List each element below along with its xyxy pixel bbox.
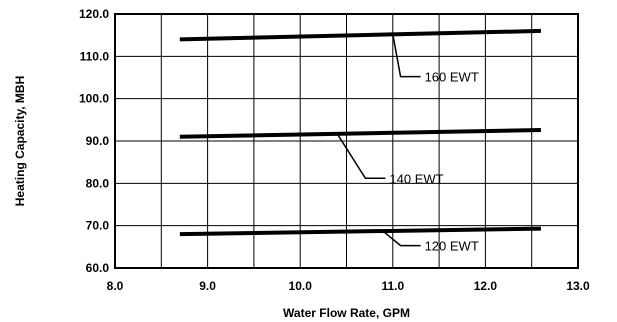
- y-tick-label: 80.0: [86, 176, 110, 190]
- plot-frame: [114, 13, 579, 269]
- y-axis-label: Heating Capacity, MBH: [13, 76, 27, 206]
- x-tick-label: 10.0: [289, 279, 313, 293]
- series-label: 120 EWT: [425, 239, 479, 254]
- y-tick-label: 110.0: [80, 49, 110, 63]
- x-axis-label: Water Flow Rate, GPM: [283, 306, 410, 320]
- series-leader-line: [383, 231, 421, 247]
- series-leader-line: [392, 34, 421, 78]
- grid-lines: [115, 14, 578, 268]
- x-tick-label: 13.0: [566, 279, 590, 293]
- series-label: 140 EWT: [389, 171, 443, 186]
- series-leader-line: [336, 133, 386, 180]
- series-labels: 160 EWT 140 EWT 120 EWT: [336, 34, 479, 254]
- series-line: [179, 226, 541, 237]
- y-tick-label: 100.0: [79, 92, 109, 106]
- x-tick-label: 8.0: [107, 279, 124, 293]
- series-line: [179, 28, 542, 42]
- y-tick-label: 90.0: [86, 134, 110, 148]
- y-tick-label: 70.0: [86, 219, 110, 233]
- x-tick-label: 9.0: [199, 279, 216, 293]
- x-tick-label: 12.0: [474, 279, 498, 293]
- tick-labels: 8.0 9.0 10.0 11.0 12.0 13.0 60.0 70.0 80.0 90.0 10…: [79, 7, 590, 293]
- series-label: 160 EWT: [425, 70, 479, 85]
- x-tick-label: 11.0: [381, 279, 404, 293]
- series-line: [179, 127, 541, 139]
- series-lines: [179, 28, 542, 237]
- y-tick-label: 60.0: [86, 261, 110, 275]
- y-tick-label: 120.0: [79, 7, 109, 21]
